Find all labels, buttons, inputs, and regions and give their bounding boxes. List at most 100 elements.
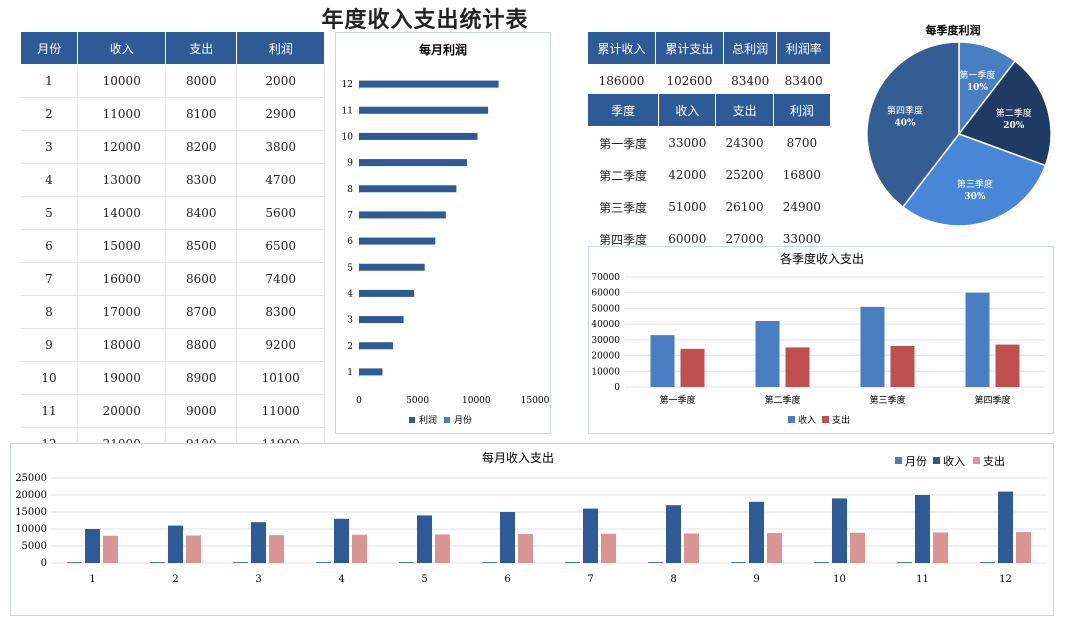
- legend-label: 支出: [832, 414, 850, 426]
- profit-bar: [359, 289, 415, 297]
- x-tick-label: 12: [999, 574, 1012, 585]
- table-row: 第一季度 33000 24300 8700: [588, 127, 831, 160]
- table-cell: 8000: [165, 64, 238, 98]
- table-cell: 16000: [77, 262, 167, 296]
- month-bar: [565, 562, 580, 563]
- table-cell: 8600: [165, 262, 238, 296]
- monthly-table-body: 1 10000 8000 2000 2 11000 8100 2900 3 12000 8200 38…: [20, 64, 325, 461]
- table-cell: 11000: [77, 97, 167, 131]
- table-row: 第四季度 60000 27000 33000: [588, 223, 831, 255]
- month-bar: [359, 270, 360, 272]
- month-bar: [359, 375, 360, 377]
- income-bar: [334, 518, 349, 563]
- month-bar: [359, 87, 360, 89]
- pie-slice: [957, 60, 1052, 167]
- x-tick-label: 1: [89, 574, 95, 585]
- quarter-table-header-cell: 季度: [586, 93, 660, 127]
- table-row: 11 20000 9000 11000: [20, 394, 325, 428]
- table-cell: 7: [20, 262, 79, 296]
- pie-percent: 40%: [894, 119, 916, 129]
- profit-bar: [359, 211, 446, 219]
- pie-slice: [901, 133, 1047, 227]
- x-tick-label: 8: [670, 574, 676, 585]
- table-cell: 8800: [165, 328, 238, 362]
- month-bar: [359, 113, 360, 115]
- table-cell: 第二季度: [599, 168, 648, 183]
- profit-bar: [359, 342, 394, 350]
- quarter-table-header-cell: 支出: [715, 93, 774, 127]
- table-cell: 第四季度: [599, 232, 648, 247]
- x-tick-label: 9: [753, 574, 759, 585]
- table-row: 9 18000 8800 9200: [20, 328, 325, 362]
- legend-label: 支出: [983, 454, 1005, 468]
- monthly-table-header-cell: 收入: [77, 31, 167, 65]
- summary-table-header-cell: 总利润: [722, 31, 778, 65]
- table-cell: 25200: [725, 168, 764, 182]
- table-cell: 11: [20, 394, 79, 428]
- table-row: 8 17000 8700 8300: [20, 295, 325, 329]
- quarter-table-header: 季度 收入 支出 利润: [586, 93, 832, 127]
- quarter-table-header-cell: 收入: [658, 93, 717, 127]
- income-bar: [666, 505, 681, 563]
- table-row: 5 14000 8400 5600: [20, 196, 325, 230]
- y-tick-label: 7: [347, 211, 353, 221]
- y-tick-label: 0: [614, 383, 620, 393]
- page-title: 年度收入支出统计表: [321, 7, 529, 33]
- month-bar: [359, 349, 360, 351]
- x-tick-label: 3: [255, 574, 261, 585]
- legend-label: 利润: [419, 414, 437, 426]
- table-cell: 2000: [236, 64, 325, 98]
- expense-bar: [850, 532, 865, 563]
- pie-percent: 20%: [1003, 121, 1025, 131]
- income-bar: [251, 522, 266, 563]
- income-bar: [860, 306, 885, 387]
- legend-label: 月份: [905, 455, 927, 468]
- profit-bar: [359, 185, 457, 193]
- table-cell: 24900: [782, 200, 821, 214]
- table-cell: 9: [20, 328, 79, 362]
- chart-title: 每季度利润: [926, 23, 981, 37]
- legend-label: 收入: [798, 414, 816, 426]
- quarter-table: 季度 收入 支出 利润 第一季度 33000 24300 8700 第二季度 42000 2520…: [586, 93, 832, 255]
- profit-bar: [359, 159, 467, 167]
- profit-bar: [359, 132, 478, 140]
- y-tick-label: 60000: [591, 289, 620, 299]
- profit-bar: [359, 368, 383, 376]
- y-tick-label: 6: [347, 237, 353, 247]
- y-tick-label: 3: [347, 316, 353, 326]
- table-cell: 33000: [668, 136, 707, 150]
- monthly-profit-chart-panel: 每月利润 0 5000 10000 15000 1 2 3 4 5 6 7 8 9 10 11 12 利润 月份: [335, 32, 551, 434]
- y-tick-label: 70000: [591, 273, 620, 283]
- income-bar: [500, 512, 515, 563]
- expense-bar: [1016, 532, 1031, 563]
- table-cell: 8700: [165, 295, 238, 329]
- month-bar: [359, 244, 360, 246]
- expense-bar: [352, 534, 367, 563]
- table-cell: 20000: [77, 394, 167, 428]
- expense-bar: [995, 344, 1020, 387]
- y-tick-label: 10000: [591, 367, 620, 377]
- income-bar: [168, 525, 183, 563]
- profit-bar: [359, 263, 425, 271]
- y-tick-label: 1: [347, 368, 353, 378]
- table-cell: 19000: [77, 361, 167, 395]
- x-tick-label: 第四季度: [974, 394, 1010, 406]
- monthly-table-header-cell: 支出: [165, 31, 238, 65]
- table-row: 7 16000 8600 7400: [20, 262, 325, 296]
- pie-label: 第四季度: [887, 105, 923, 117]
- expense-bar: [103, 535, 118, 563]
- x-tick-label: 5000: [406, 396, 429, 406]
- x-tick-label: 10000: [462, 396, 491, 406]
- monthly-table-header: 月份 收入 支出 利润: [19, 31, 325, 65]
- table-cell: 11000: [236, 394, 325, 428]
- x-tick-label: 第三季度: [869, 394, 905, 406]
- chart-title: 各季度收入支出: [780, 251, 864, 266]
- pie-slice: [866, 41, 960, 208]
- expense-bar: [767, 533, 782, 563]
- month-bar: [814, 562, 829, 563]
- monthly-income-expense-chart-panel: 每月收入支出 0 5000 10000 15000 20000 25000 1 2 3 4 5 6 7 8 9…: [10, 443, 1054, 616]
- table-cell: 5: [20, 196, 79, 230]
- table-cell: 6: [20, 229, 79, 263]
- profit-bar: [359, 106, 489, 114]
